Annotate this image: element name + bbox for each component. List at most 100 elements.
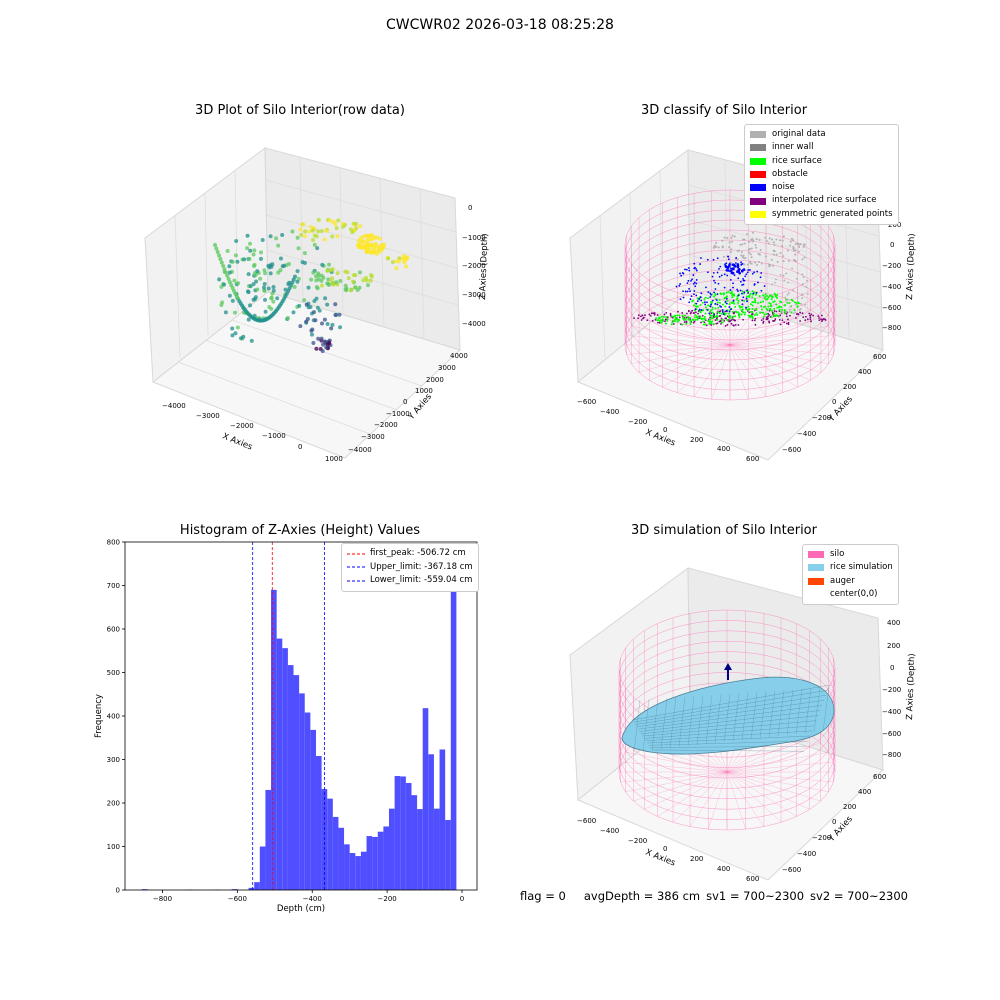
classified-point (737, 294, 740, 297)
scatter-point (337, 312, 342, 317)
legend-swatch (808, 591, 824, 598)
classified-point (804, 303, 807, 306)
classified-point (787, 292, 790, 294)
classified-point (755, 238, 758, 241)
classified-point (728, 310, 731, 313)
classified-point (723, 319, 726, 322)
scatter-point (263, 297, 268, 302)
silo-floor-spoke (657, 771, 728, 817)
mesh-line (649, 746, 807, 748)
classified-point (717, 282, 720, 285)
classified-point (754, 323, 757, 326)
legend-line-blue (347, 580, 365, 582)
scatter-point (297, 303, 302, 308)
classified-point (646, 319, 649, 322)
classified-point (686, 312, 688, 315)
classified-point (704, 296, 707, 299)
classified-point (749, 261, 752, 264)
classified-point (731, 310, 734, 313)
silo-floor-spoke (729, 344, 798, 388)
classified-point (711, 299, 714, 302)
classified-point (716, 318, 719, 321)
histogram-bar (411, 795, 418, 890)
mesh-line (705, 695, 713, 745)
scatter-point (310, 228, 315, 233)
classified-point (751, 319, 754, 322)
scatter-point (309, 277, 314, 282)
classified-point (736, 288, 739, 291)
classified-point (735, 257, 738, 259)
panel1-ytick: −3000 (361, 433, 385, 441)
classified-point (760, 262, 763, 265)
classified-point (750, 247, 753, 250)
silo-floor-spoke (729, 335, 834, 346)
classified-point (783, 304, 786, 307)
classified-point (690, 295, 693, 298)
histogram-bar (293, 675, 300, 890)
classified-point (741, 292, 743, 295)
classified-point (806, 318, 809, 321)
classified-point (765, 294, 768, 297)
classified-point (737, 290, 739, 293)
classified-point (760, 319, 763, 322)
classified-point (682, 290, 684, 293)
classified-point (722, 292, 725, 295)
scatter-point (296, 246, 301, 251)
classified-point (687, 267, 690, 269)
rice-simulation-surface (621, 676, 835, 755)
classified-point (730, 322, 733, 325)
classified-point (783, 309, 786, 312)
classified-point (700, 292, 703, 295)
histogram-ylabel: Frequency (94, 694, 104, 738)
classified-point (671, 321, 674, 324)
classified-point (771, 238, 774, 241)
classified-point (785, 315, 788, 318)
panel4-ztick: −400 (882, 708, 901, 716)
scatter-point (246, 272, 251, 277)
panel2-xtick: −200 (628, 418, 647, 426)
panel4-ytick: 600 (873, 773, 886, 781)
classified-point (743, 263, 746, 266)
classified-point (758, 238, 761, 241)
scatter-point (295, 269, 300, 274)
classified-point (730, 319, 733, 322)
scatter-point (314, 234, 319, 239)
classified-point (751, 307, 754, 310)
classified-point (762, 294, 765, 297)
panel1-points (213, 217, 410, 354)
scatter-point (371, 249, 376, 254)
legend-label: rice simulation (830, 562, 893, 573)
scatter-point (213, 243, 217, 247)
classified-point (651, 319, 654, 322)
classified-point (788, 308, 791, 311)
silo-floor-spoke (693, 293, 731, 346)
scatter-point (405, 255, 410, 260)
classified-point (737, 269, 741, 273)
classified-point (695, 279, 698, 281)
scatter-point (314, 346, 319, 351)
scatter-point (227, 293, 232, 298)
classified-point (721, 309, 724, 311)
classified-point (745, 297, 748, 300)
scatter-point (271, 299, 276, 304)
scatter-point (246, 290, 251, 295)
classified-point (736, 297, 739, 300)
classified-point (786, 293, 789, 296)
scatter-point (366, 233, 371, 238)
auger-arrow-icon (724, 663, 732, 670)
scatter-point (236, 281, 241, 286)
classified-point (818, 317, 820, 319)
scatter-point (325, 321, 330, 326)
classified-point (776, 297, 779, 300)
panel2-xtick: −600 (577, 398, 596, 406)
scatter-point (328, 268, 333, 273)
scatter-point (363, 234, 368, 239)
classified-point (687, 318, 690, 321)
classified-point (734, 323, 737, 326)
scatter-point (280, 233, 285, 238)
classified-point (801, 258, 804, 261)
classified-point (764, 296, 767, 299)
classified-point (758, 261, 761, 264)
scatter-point (263, 309, 268, 314)
classified-point (724, 312, 727, 315)
